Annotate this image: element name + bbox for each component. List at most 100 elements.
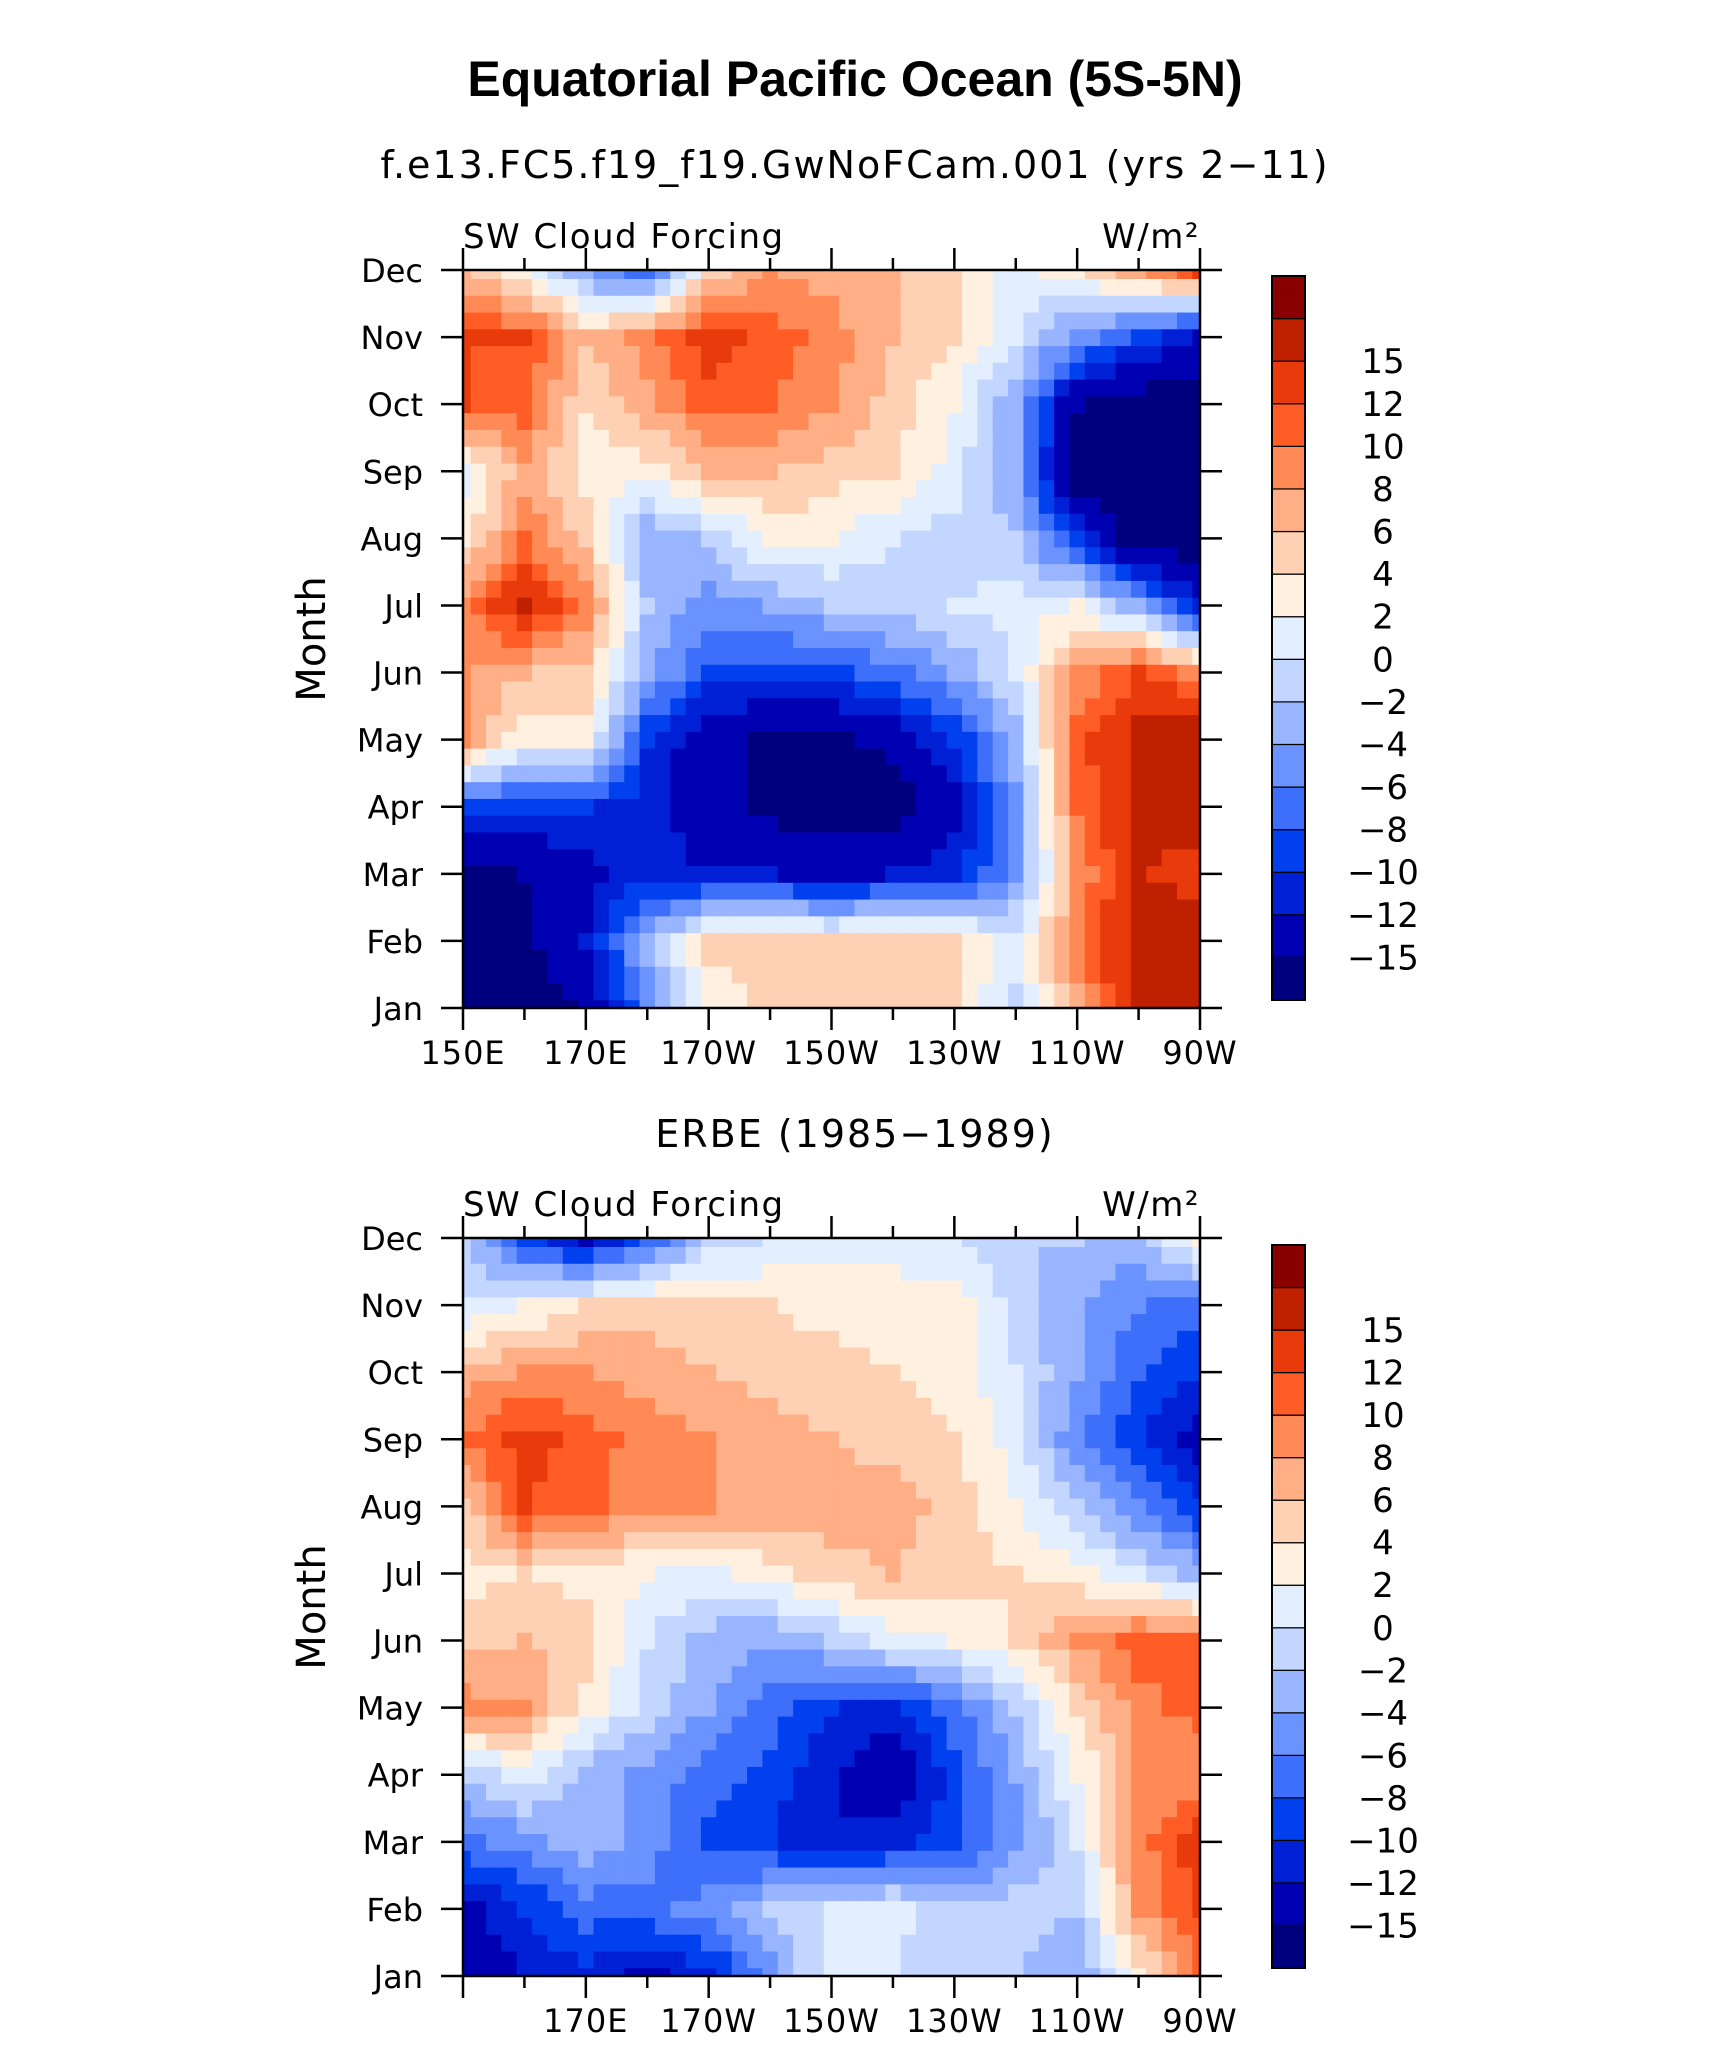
heatmap-cell [1146, 479, 1163, 498]
heatmap-cell [962, 982, 978, 1001]
x-tick-label: 170E [543, 2002, 628, 2040]
heatmap-cell [731, 1934, 748, 1952]
heatmap-cell [532, 1934, 549, 1952]
heatmap-cell [823, 898, 840, 917]
heatmap-cell [624, 697, 641, 716]
heatmap-cell [931, 714, 948, 732]
heatmap-cell [670, 1531, 687, 1549]
heatmap-cell [1100, 278, 1117, 296]
heatmap-cell [463, 563, 472, 581]
heatmap-cell [1069, 1531, 1086, 1549]
heatmap-cell [992, 613, 1009, 632]
heatmap-cell [593, 1732, 610, 1751]
heatmap-cell [685, 1833, 702, 1851]
heatmap-cell [1008, 647, 1025, 665]
heatmap-cell [1115, 1430, 1132, 1449]
heatmap-cell [839, 1238, 856, 1247]
heatmap-cell [1038, 295, 1055, 313]
heatmap-cell [869, 529, 886, 548]
heatmap-cell [639, 1716, 656, 1734]
heatmap-cell [578, 311, 595, 330]
heatmap-cell [1008, 848, 1025, 867]
heatmap-cell [1100, 1279, 1117, 1298]
heatmap-cell [562, 865, 579, 883]
heatmap-cell [624, 597, 641, 615]
heatmap-cell [716, 764, 733, 783]
heatmap-cell [1008, 1447, 1025, 1466]
heatmap-cell [486, 1632, 502, 1650]
heatmap-cell [501, 1363, 518, 1382]
heatmap-cell [1176, 815, 1193, 833]
heatmap-cell [501, 496, 518, 514]
heatmap-cell [1069, 1950, 1086, 1969]
heatmap-cell [869, 1296, 886, 1315]
heatmap-cell [501, 1397, 518, 1415]
heatmap-cell [793, 412, 810, 430]
heatmap-cell [1161, 580, 1178, 598]
heatmap-cell [532, 982, 549, 1001]
heatmap-cell [578, 345, 595, 363]
heatmap-cell [624, 966, 641, 984]
heatmap-cell [931, 613, 948, 632]
heatmap-cell [1008, 1464, 1025, 1482]
heatmap-cell [639, 882, 656, 900]
heatmap-cell [839, 1900, 856, 1918]
heatmap-cell [1084, 1598, 1101, 1616]
heatmap-cell [670, 1414, 687, 1432]
heatmap-cell [1023, 1414, 1040, 1432]
heatmap-cell [915, 848, 932, 867]
heatmap-cell [670, 1238, 687, 1247]
heatmap-cell [1146, 848, 1163, 867]
heatmap-cell [1130, 680, 1147, 699]
heatmap-cell [1130, 1238, 1147, 1247]
heatmap-cell [470, 1967, 487, 1977]
heatmap-cell [532, 1900, 549, 1918]
heatmap-cell [731, 1581, 748, 1600]
heatmap-cell [839, 546, 856, 565]
heatmap-cell [915, 647, 932, 665]
colorbar-box [1271, 445, 1306, 490]
heatmap-cell [1146, 1866, 1163, 1885]
heatmap-cell [823, 1950, 840, 1969]
heatmap-cell [654, 1548, 671, 1566]
heatmap-cell [470, 1816, 487, 1835]
heatmap-cell [562, 1950, 579, 1969]
heatmap-cell [1176, 1414, 1193, 1432]
heatmap-cell [992, 1883, 1009, 1902]
heatmap-cell [793, 1866, 810, 1885]
heatmap-cell [793, 882, 810, 900]
heatmap-cell [670, 1699, 687, 1717]
heatmap-cell [1176, 714, 1193, 732]
heatmap-cell [1038, 1749, 1055, 1767]
heatmap-cell [547, 345, 564, 363]
heatmap-cell [823, 1900, 840, 1918]
heatmap-cell [470, 462, 487, 481]
heatmap-cell [793, 647, 810, 665]
heatmap-cell [1130, 1414, 1147, 1432]
heatmap-cell [1115, 270, 1132, 279]
heatmap-cell [562, 529, 579, 548]
heatmap-cell [501, 1598, 518, 1616]
heatmap-cell [793, 898, 810, 917]
heatmap-cell [593, 1883, 610, 1902]
heatmap-cell [762, 1883, 779, 1902]
heatmap-cell [854, 1883, 871, 1902]
heatmap-cell [747, 1263, 763, 1281]
heatmap-cell [946, 1648, 963, 1667]
heatmap-cell [685, 446, 702, 464]
heatmap-cell [1192, 1732, 1201, 1751]
heatmap-cell [808, 1883, 825, 1902]
heatmap-cell [793, 328, 810, 347]
heatmap-cell [762, 1514, 779, 1533]
heatmap-cell [608, 529, 625, 548]
heatmap-cell [977, 1682, 994, 1700]
heatmap-cell [670, 1816, 687, 1835]
heatmap-cell [731, 1380, 748, 1398]
heatmap-cell [547, 949, 564, 967]
heatmap-cell [1115, 697, 1132, 716]
y-tick-label: Jan [372, 1958, 423, 1996]
heatmap-cell [854, 1967, 871, 1977]
heatmap-cell [808, 1380, 825, 1398]
heatmap-cell [593, 1246, 610, 1264]
heatmap-cell [532, 1883, 549, 1902]
